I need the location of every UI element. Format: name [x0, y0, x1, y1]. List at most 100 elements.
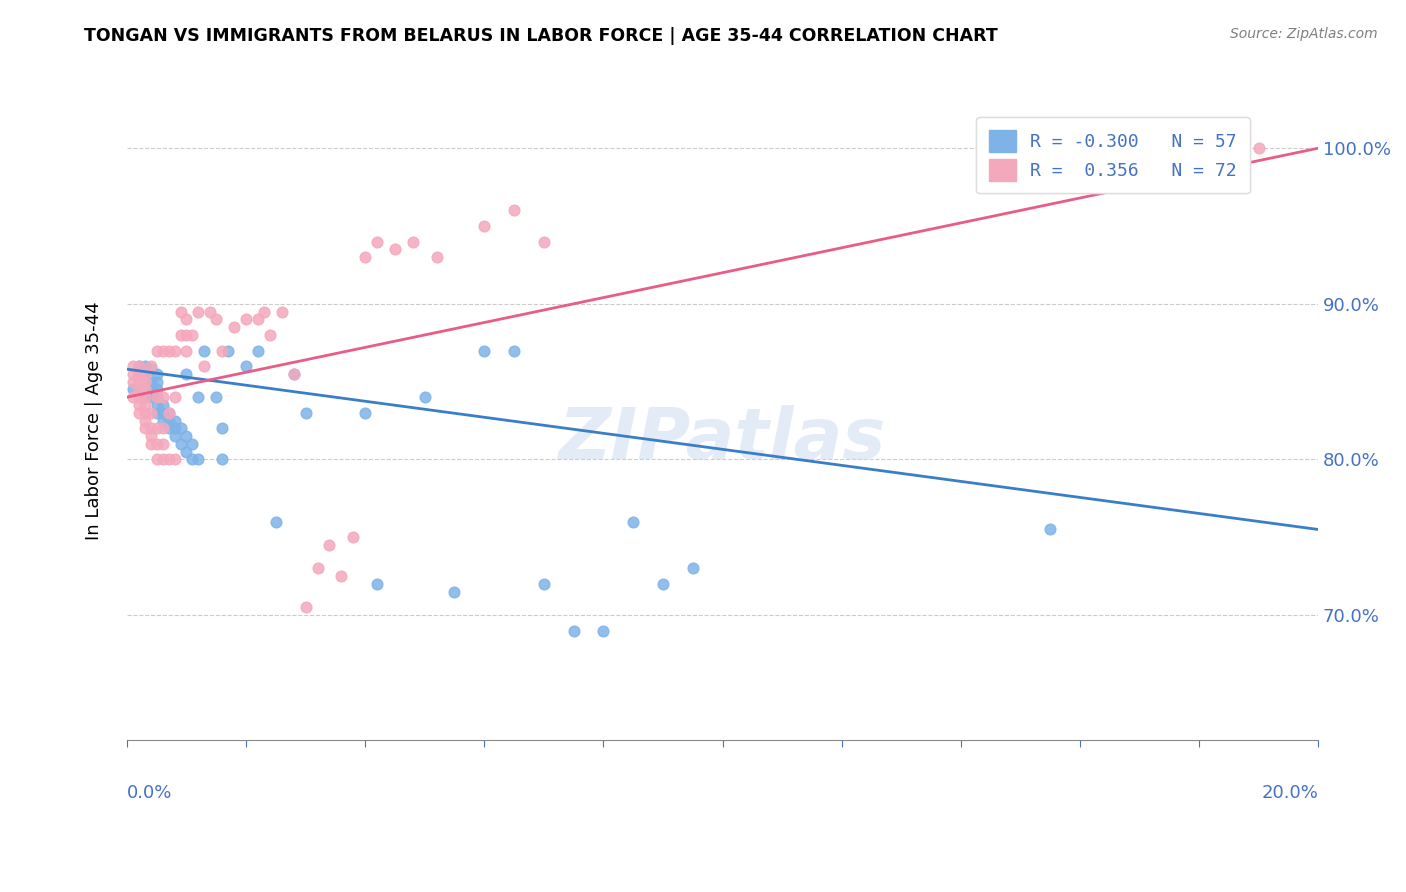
- Point: [682, 561, 704, 575]
- Point: [145, 406, 167, 420]
- Point: [503, 203, 526, 218]
- Point: [139, 421, 162, 435]
- Point: [443, 584, 465, 599]
- Point: [134, 375, 156, 389]
- Point: [193, 343, 215, 358]
- Point: [235, 359, 257, 373]
- Point: [145, 367, 167, 381]
- Point: [157, 406, 180, 420]
- Y-axis label: In Labor Force | Age 35-44: In Labor Force | Age 35-44: [86, 301, 103, 540]
- Point: [533, 235, 555, 249]
- Point: [122, 359, 145, 373]
- Point: [224, 320, 246, 334]
- Point: [330, 569, 353, 583]
- Point: [354, 406, 377, 420]
- Point: [294, 600, 316, 615]
- Point: [176, 328, 198, 343]
- Point: [163, 452, 186, 467]
- Point: [122, 367, 145, 381]
- Point: [157, 343, 180, 358]
- Point: [122, 383, 145, 397]
- Point: [621, 515, 644, 529]
- Point: [169, 437, 191, 451]
- Point: [145, 375, 167, 389]
- Point: [217, 343, 239, 358]
- Point: [128, 390, 150, 404]
- Point: [187, 452, 209, 467]
- Point: [134, 398, 156, 412]
- Point: [152, 406, 174, 420]
- Point: [145, 437, 167, 451]
- Point: [128, 383, 150, 397]
- Point: [128, 367, 150, 381]
- Point: [152, 398, 174, 412]
- Point: [176, 444, 198, 458]
- Point: [187, 390, 209, 404]
- Point: [134, 367, 156, 381]
- Point: [426, 250, 449, 264]
- Point: [152, 413, 174, 427]
- Point: [211, 343, 233, 358]
- Point: [533, 577, 555, 591]
- Point: [152, 390, 174, 404]
- Point: [384, 243, 406, 257]
- Text: Source: ZipAtlas.com: Source: ZipAtlas.com: [1230, 27, 1378, 41]
- Point: [246, 343, 269, 358]
- Point: [139, 383, 162, 397]
- Point: [176, 429, 198, 443]
- Point: [145, 383, 167, 397]
- Point: [145, 452, 167, 467]
- Point: [163, 343, 186, 358]
- Point: [163, 429, 186, 443]
- Point: [169, 328, 191, 343]
- Point: [134, 406, 156, 420]
- Point: [139, 406, 162, 420]
- Point: [128, 375, 150, 389]
- Point: [283, 367, 305, 381]
- Point: [318, 538, 340, 552]
- Point: [145, 390, 167, 404]
- Point: [122, 390, 145, 404]
- Point: [139, 429, 162, 443]
- Point: [402, 235, 425, 249]
- Point: [503, 343, 526, 358]
- Point: [152, 437, 174, 451]
- Point: [163, 421, 186, 435]
- Point: [134, 413, 156, 427]
- Point: [134, 390, 156, 404]
- Point: [134, 421, 156, 435]
- Point: [157, 452, 180, 467]
- Text: TONGAN VS IMMIGRANTS FROM BELARUS IN LABOR FORCE | AGE 35-44 CORRELATION CHART: TONGAN VS IMMIGRANTS FROM BELARUS IN LAB…: [84, 27, 998, 45]
- Point: [283, 367, 305, 381]
- Point: [246, 312, 269, 326]
- Point: [157, 413, 180, 427]
- Point: [128, 359, 150, 373]
- Point: [1247, 141, 1270, 155]
- Text: ZIPatlas: ZIPatlas: [558, 405, 886, 475]
- Point: [264, 515, 287, 529]
- Point: [413, 390, 436, 404]
- Point: [176, 367, 198, 381]
- Point: [472, 343, 495, 358]
- Point: [152, 421, 174, 435]
- Point: [139, 362, 162, 376]
- Point: [128, 398, 150, 412]
- Point: [128, 406, 150, 420]
- Point: [181, 437, 204, 451]
- Point: [307, 561, 329, 575]
- Point: [145, 398, 167, 412]
- Point: [200, 304, 222, 318]
- Point: [128, 359, 150, 373]
- Text: 0.0%: 0.0%: [127, 784, 173, 802]
- Legend: R = -0.300   N = 57, R =  0.356   N = 72: R = -0.300 N = 57, R = 0.356 N = 72: [976, 117, 1250, 194]
- Point: [169, 304, 191, 318]
- Text: 20.0%: 20.0%: [1261, 784, 1319, 802]
- Point: [163, 390, 186, 404]
- Point: [139, 359, 162, 373]
- Point: [342, 530, 364, 544]
- Point: [134, 390, 156, 404]
- Point: [128, 367, 150, 381]
- Point: [472, 219, 495, 233]
- Point: [139, 375, 162, 389]
- Point: [187, 304, 209, 318]
